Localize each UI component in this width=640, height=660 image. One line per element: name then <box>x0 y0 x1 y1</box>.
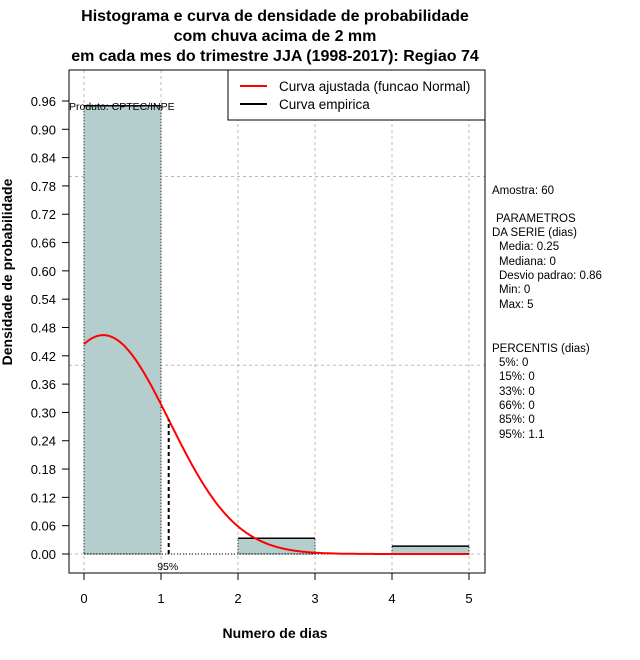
stat-amostra: Amostra: 60 <box>492 185 554 197</box>
x-tick-label: 4 <box>388 591 395 606</box>
y-tick-label: 0.48 <box>31 320 56 335</box>
stat-p85: 85%: 0 <box>499 414 535 426</box>
credit-label: Produto: CPTEC/INPE <box>69 101 175 113</box>
stat-p95: 95%: 1.1 <box>499 429 544 441</box>
y-tick-label: 0.06 <box>31 519 56 534</box>
y-tick-label: 0.72 <box>31 207 56 222</box>
y-axis: 0.00 0.06 0.12 0.18 0.24 0.30 0.36 0.42 0.48 0.54… <box>31 94 69 562</box>
x-tick-label: 0 <box>80 591 87 606</box>
bars <box>83 104 470 555</box>
y-tick-label: 0.90 <box>31 122 56 137</box>
y-tick-label: 0.36 <box>31 377 56 392</box>
y-tick-label: 0.18 <box>31 462 56 477</box>
x-axis: 0 1 2 3 4 5 <box>80 573 473 606</box>
stat-max: Max: 5 <box>499 299 534 311</box>
stat-p5: 5%: 0 <box>499 357 528 369</box>
y-tick-label: 0.54 <box>31 292 56 307</box>
y-tick-label: 0.84 <box>31 151 56 166</box>
stat-percentis-title: PERCENTIS (dias) <box>492 343 590 355</box>
legend-label-empirical: Curva empirica <box>279 97 370 112</box>
normal-fit-line <box>83 334 469 555</box>
stat-desvio: Desvio padrao: 0.86 <box>499 270 602 282</box>
histogram-bar <box>83 105 162 555</box>
stat-param-title: PARAMETROS <box>496 213 576 225</box>
y-tick-label: 0.60 <box>31 264 56 279</box>
legend-label-fit: Curva ajustada (funcao Normal) <box>279 79 470 94</box>
x-tick-label: 5 <box>465 591 472 606</box>
stat-mediana: Mediana: 0 <box>499 256 556 268</box>
stat-media: Media: 0.25 <box>499 241 559 253</box>
stat-p15: 15%: 0 <box>499 371 535 383</box>
y-tick-label: 0.78 <box>31 179 56 194</box>
y-tick-label: 0.30 <box>31 405 56 420</box>
x-axis-label: Numero de dias <box>222 625 327 641</box>
stats-panel: Amostra: 60 PARAMETROS DA SERIE (dias) M… <box>492 185 602 441</box>
stat-min: Min: 0 <box>499 284 530 296</box>
y-tick-label: 0.12 <box>31 490 56 505</box>
y-tick-label: 0.24 <box>31 434 56 449</box>
normal-curve: 95% <box>83 334 469 573</box>
y-tick-label: 0.66 <box>31 236 56 251</box>
chart-title-line1: Histograma e curva de densidade de proba… <box>81 8 469 25</box>
x-tick-label: 1 <box>157 591 164 606</box>
stat-p33: 33%: 0 <box>499 386 535 398</box>
chart-title-line3: em cada mes do trimestre JJA (1998-2017)… <box>71 48 479 65</box>
y-axis-label: Densidade de probabilidade <box>0 178 15 365</box>
legend: Curva ajustada (funcao Normal) Curva emp… <box>227 69 486 121</box>
chart-title-line2: com chuva acima de 2 mm <box>174 28 377 45</box>
stat-p66: 66%: 0 <box>499 400 535 412</box>
x-tick-label: 2 <box>234 591 241 606</box>
histogram-bar <box>391 545 470 555</box>
percentile-95-label: 95% <box>157 561 178 573</box>
y-tick-label: 0.96 <box>31 94 56 109</box>
y-tick-label: 0.00 <box>31 547 56 562</box>
x-tick-label: 3 <box>311 591 318 606</box>
y-tick-label: 0.42 <box>31 349 56 364</box>
stat-param-title2: DA SERIE (dias) <box>492 227 577 239</box>
